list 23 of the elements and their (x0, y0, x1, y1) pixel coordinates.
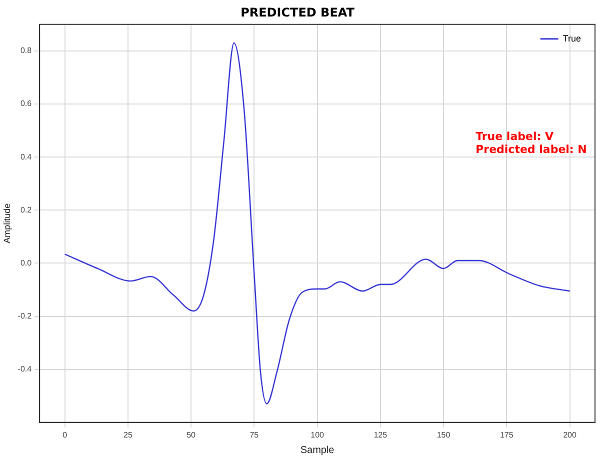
legend-label: True (562, 33, 581, 44)
x-tick-label: 25 (123, 430, 133, 440)
y-tick-label: 0.8 (20, 46, 32, 56)
line-series (64, 42, 570, 404)
x-axis-title: Sample (300, 444, 335, 456)
x-tick-label: 50 (186, 430, 196, 440)
annotation: True label: V (476, 130, 554, 144)
y-axis-title: Amplitude (2, 203, 12, 244)
x-tick-label: 175 (500, 430, 514, 440)
x-tick-label: 200 (563, 430, 577, 440)
y-tick-label: -0.4 (18, 364, 32, 374)
y-tick-label: 0.2 (20, 205, 32, 214)
x-tick-label: 0 (62, 430, 68, 440)
y-tick-label: 0.4 (20, 152, 32, 162)
x-tick-label: 100 (310, 430, 325, 440)
y-tick-label: 0.0 (20, 258, 32, 268)
x-tick-label: 150 (436, 430, 451, 440)
x-tick-label: 75 (250, 430, 260, 440)
chart-title: PREDICTED BEAT (240, 5, 356, 20)
y-tick-label: -0.2 (18, 311, 32, 320)
annotation: Predicted label: N (476, 143, 587, 156)
x-tick-label: 125 (374, 430, 388, 440)
y-tick-label: 0.6 (20, 99, 32, 108)
